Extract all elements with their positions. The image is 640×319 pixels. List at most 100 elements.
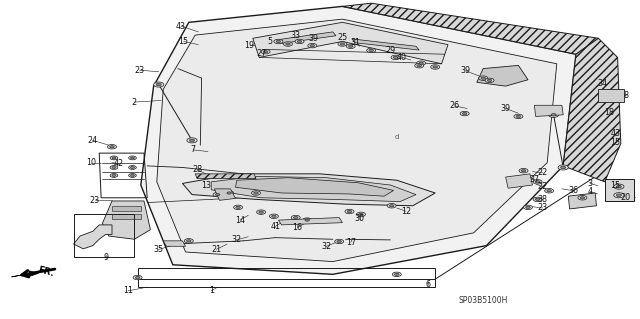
Text: 39: 39 bbox=[308, 34, 319, 43]
Circle shape bbox=[367, 48, 376, 53]
Circle shape bbox=[227, 192, 232, 194]
Circle shape bbox=[392, 272, 401, 277]
Circle shape bbox=[297, 41, 302, 43]
Text: 20: 20 bbox=[621, 193, 631, 202]
Text: 22: 22 bbox=[538, 168, 548, 177]
Circle shape bbox=[110, 166, 118, 169]
Circle shape bbox=[488, 79, 492, 82]
Text: 6: 6 bbox=[425, 280, 430, 289]
Circle shape bbox=[561, 166, 566, 169]
Circle shape bbox=[136, 276, 140, 279]
Text: 9: 9 bbox=[103, 253, 108, 262]
Circle shape bbox=[346, 44, 355, 48]
Text: 11: 11 bbox=[123, 286, 133, 295]
Circle shape bbox=[338, 42, 347, 46]
Circle shape bbox=[215, 193, 220, 196]
Circle shape bbox=[156, 83, 161, 86]
Circle shape bbox=[112, 157, 116, 159]
Polygon shape bbox=[195, 174, 256, 179]
Circle shape bbox=[340, 43, 345, 45]
Circle shape bbox=[129, 174, 136, 177]
Text: 39: 39 bbox=[500, 104, 511, 113]
Circle shape bbox=[108, 145, 116, 149]
Polygon shape bbox=[211, 176, 416, 202]
Circle shape bbox=[131, 167, 134, 168]
Circle shape bbox=[187, 138, 197, 143]
Circle shape bbox=[303, 218, 312, 222]
Circle shape bbox=[535, 181, 540, 183]
Text: 1: 1 bbox=[209, 286, 214, 295]
Circle shape bbox=[234, 205, 243, 210]
Circle shape bbox=[578, 196, 587, 200]
Circle shape bbox=[519, 168, 528, 173]
Circle shape bbox=[252, 191, 260, 195]
Circle shape bbox=[236, 206, 241, 209]
Text: 34: 34 bbox=[598, 79, 608, 88]
Circle shape bbox=[305, 219, 310, 221]
Circle shape bbox=[308, 43, 317, 48]
Circle shape bbox=[389, 205, 394, 207]
Circle shape bbox=[485, 78, 494, 83]
Polygon shape bbox=[102, 201, 150, 239]
Polygon shape bbox=[477, 65, 528, 86]
Circle shape bbox=[263, 51, 268, 53]
Text: 42: 42 bbox=[113, 159, 124, 168]
Polygon shape bbox=[141, 6, 576, 274]
Text: 15: 15 bbox=[611, 181, 621, 190]
Circle shape bbox=[110, 156, 118, 160]
Circle shape bbox=[419, 62, 424, 64]
Text: 35: 35 bbox=[154, 245, 164, 254]
Polygon shape bbox=[236, 178, 394, 196]
Text: 22: 22 bbox=[538, 182, 548, 191]
Polygon shape bbox=[12, 271, 38, 277]
Circle shape bbox=[551, 114, 556, 116]
Text: 3: 3 bbox=[588, 179, 593, 188]
Circle shape bbox=[184, 239, 193, 243]
Circle shape bbox=[547, 189, 552, 192]
Polygon shape bbox=[534, 105, 563, 116]
Circle shape bbox=[253, 192, 259, 194]
Text: 12: 12 bbox=[401, 207, 411, 216]
Circle shape bbox=[154, 82, 164, 87]
Circle shape bbox=[391, 55, 400, 60]
Circle shape bbox=[276, 41, 280, 43]
Circle shape bbox=[110, 145, 115, 148]
Text: 39: 39 bbox=[461, 66, 471, 75]
Circle shape bbox=[285, 43, 291, 45]
Circle shape bbox=[310, 45, 315, 47]
Circle shape bbox=[616, 194, 621, 197]
Circle shape bbox=[335, 239, 344, 244]
Text: 21: 21 bbox=[211, 245, 221, 254]
Text: 8: 8 bbox=[623, 91, 628, 100]
Circle shape bbox=[433, 66, 438, 68]
Circle shape bbox=[225, 191, 234, 195]
Circle shape bbox=[524, 205, 532, 210]
Text: 29: 29 bbox=[385, 46, 396, 55]
Bar bbox=[605, 179, 634, 201]
Text: 36: 36 bbox=[568, 186, 579, 195]
Polygon shape bbox=[598, 89, 624, 102]
Circle shape bbox=[259, 211, 264, 213]
Circle shape bbox=[274, 39, 283, 44]
Circle shape bbox=[479, 76, 488, 80]
Text: 10: 10 bbox=[86, 158, 96, 167]
Polygon shape bbox=[163, 241, 186, 246]
Polygon shape bbox=[182, 174, 435, 206]
Text: 7: 7 bbox=[191, 145, 196, 154]
Text: 23: 23 bbox=[90, 196, 100, 205]
Circle shape bbox=[394, 273, 399, 276]
Circle shape bbox=[616, 185, 621, 188]
Circle shape bbox=[129, 156, 136, 160]
Text: 40: 40 bbox=[397, 53, 407, 62]
Text: 33: 33 bbox=[291, 31, 301, 40]
Circle shape bbox=[462, 113, 467, 115]
Text: 37: 37 bbox=[529, 175, 540, 184]
Polygon shape bbox=[342, 3, 598, 54]
Circle shape bbox=[393, 56, 398, 59]
Text: 24: 24 bbox=[88, 136, 98, 145]
Polygon shape bbox=[563, 38, 621, 182]
Text: 30: 30 bbox=[355, 214, 365, 223]
Text: 31: 31 bbox=[351, 38, 361, 47]
Circle shape bbox=[112, 174, 116, 176]
Circle shape bbox=[358, 213, 364, 216]
